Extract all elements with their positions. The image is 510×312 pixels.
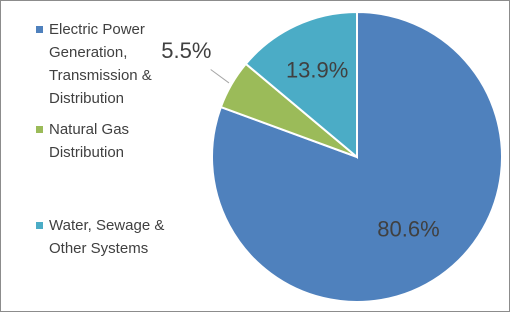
leader-line xyxy=(210,69,230,84)
legend-swatch xyxy=(36,126,43,133)
legend-label: Natural Gas Distribution xyxy=(49,121,129,161)
data-label: 5.5% xyxy=(161,38,211,63)
pie-slice xyxy=(244,10,358,160)
legend-swatch xyxy=(36,26,43,33)
legend-swatch xyxy=(36,222,43,229)
legend-label: Electric Power Generation, Transmission & D… xyxy=(49,21,152,107)
data-label: 80.6% xyxy=(377,217,439,242)
legend-label: Water, Sewage & Other Systems xyxy=(49,217,164,257)
data-label: 13.9% xyxy=(286,57,348,82)
